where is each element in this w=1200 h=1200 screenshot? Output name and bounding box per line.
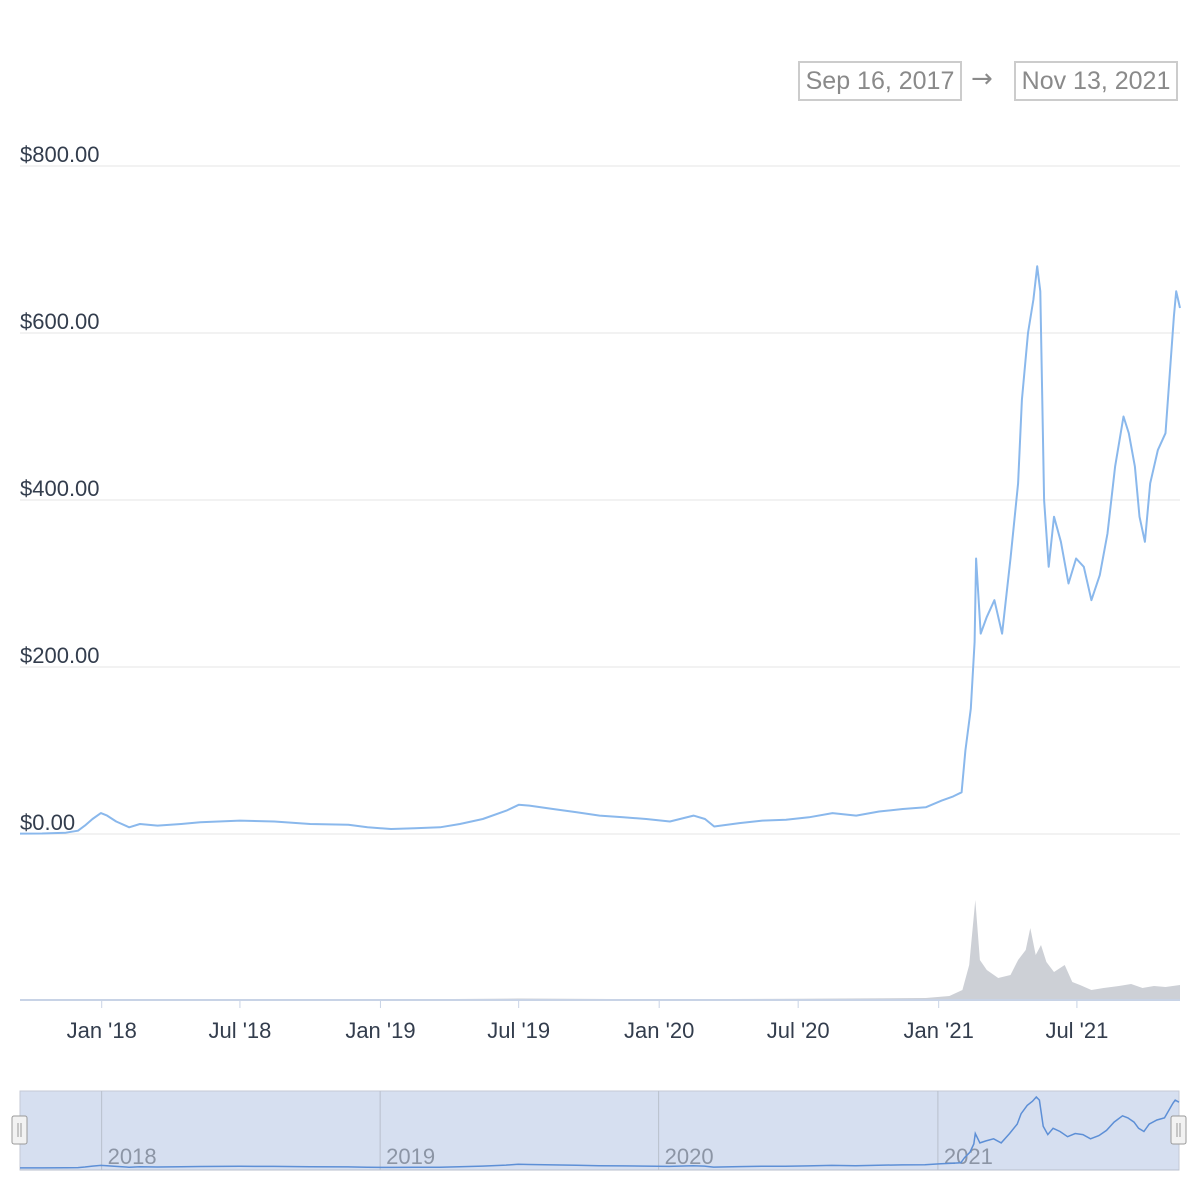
navigator[interactable]: 2018 2019 2020 2021: [11, 1090, 1187, 1171]
date-range-start-input[interactable]: Sep 16, 2017: [798, 61, 962, 101]
handle-body[interactable]: [11, 1115, 28, 1145]
range-arrow-icon: →: [971, 64, 993, 94]
x-axis: Jan '18 Jul '18 Jan '19 Jul '19 Jan '20 Jul '…: [20, 999, 1180, 1043]
x-tick-label: Jan '18: [67, 1018, 137, 1043]
y-axis-labels: $0.00 $200.00 $400.00 $600.00 $800.00: [20, 142, 100, 835]
price-line[interactable]: [19, 265, 1181, 835]
navigator-year-label: 2020: [665, 1144, 714, 1169]
navigator-year-label: 2021: [944, 1144, 993, 1169]
x-tick-label: Jul '18: [208, 1018, 271, 1043]
x-tick-label: Jan '19: [345, 1018, 415, 1043]
date-range-end-input[interactable]: Nov 13, 2021: [1014, 61, 1178, 101]
x-tick-label: Jan '20: [624, 1018, 694, 1043]
price-series[interactable]: [19, 265, 1181, 835]
handle-body[interactable]: [1170, 1115, 1187, 1145]
y-tick-label: $400.00: [20, 476, 100, 501]
x-tick-label: Jul '20: [767, 1018, 830, 1043]
y-tick-label: $800.00: [20, 142, 100, 167]
navigator-window[interactable]: [19, 1090, 1180, 1171]
x-tick-label: Jul '19: [487, 1018, 550, 1043]
x-tick-label: Jul '21: [1045, 1018, 1108, 1043]
navigator-year-label: 2019: [386, 1144, 435, 1169]
navigator-line: [20, 1095, 1180, 1169]
volume-bars: [20, 900, 1180, 1000]
navigator-year-label: 2018: [108, 1144, 157, 1169]
y-tick-label: $600.00: [20, 309, 100, 334]
gridlines: [20, 165, 1180, 835]
navigator-right-handle[interactable]: [1170, 1115, 1187, 1145]
y-tick-label: $200.00: [20, 643, 100, 668]
volume-area: [20, 900, 1180, 1000]
x-tick-label: Jan '21: [904, 1018, 974, 1043]
navigator-left-handle[interactable]: [11, 1115, 28, 1145]
y-tick-label: $0.00: [20, 810, 75, 835]
